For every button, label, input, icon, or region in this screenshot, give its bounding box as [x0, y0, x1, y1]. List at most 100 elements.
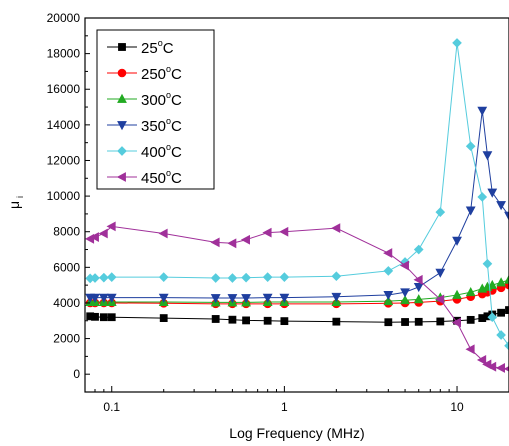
series-0	[86, 306, 509, 327]
y-axis-label-sub: i	[15, 196, 25, 198]
data-point	[413, 244, 424, 255]
data-point	[465, 206, 476, 216]
data-point	[414, 317, 423, 326]
data-point	[465, 141, 476, 152]
data-point	[242, 316, 250, 325]
data-point	[210, 237, 220, 248]
data-point	[487, 279, 498, 290]
data-point	[89, 232, 99, 242]
series-line	[90, 42, 509, 346]
data-point	[452, 38, 462, 48]
data-point	[158, 272, 169, 282]
data-point	[91, 312, 99, 321]
legend-label: 350oC	[141, 116, 182, 135]
data-point	[504, 211, 509, 221]
data-point	[383, 295, 394, 306]
data-point	[331, 271, 342, 282]
data-point	[107, 313, 116, 322]
series-layer	[85, 38, 509, 373]
data-point	[413, 294, 424, 304]
series-5	[85, 221, 509, 373]
plot-frame	[84, 17, 509, 393]
x-tick-label: 0.1	[103, 400, 120, 414]
data-point	[90, 273, 100, 283]
legend-label: 250oC	[141, 64, 182, 83]
legend-label: 450oC	[141, 168, 182, 187]
data-point	[90, 293, 100, 303]
data-point	[487, 361, 497, 372]
y-tick-label: 12000	[47, 153, 81, 167]
y-tick-label: 10000	[47, 189, 81, 203]
data-point	[241, 272, 251, 283]
data-point	[452, 289, 462, 299]
legend-label: 300oC	[141, 90, 182, 109]
data-point	[451, 317, 461, 328]
data-point	[413, 274, 423, 285]
data-point	[465, 344, 475, 355]
data-point	[465, 287, 476, 297]
data-point	[477, 355, 487, 365]
data-point	[332, 317, 341, 326]
data-point	[210, 294, 221, 304]
data-point	[280, 317, 289, 326]
series-line	[90, 279, 509, 303]
y-tick-label: 14000	[47, 118, 81, 132]
legend-label: 25oC	[141, 38, 174, 57]
data-point	[436, 317, 445, 326]
series-line	[90, 284, 509, 305]
data-point	[496, 201, 507, 211]
data-point	[158, 228, 168, 239]
data-point	[227, 238, 237, 249]
y-axis-label: μ i	[6, 196, 25, 209]
legend-marker	[117, 146, 127, 156]
data-point	[331, 223, 341, 234]
data-point	[262, 293, 273, 303]
data-point	[158, 293, 169, 303]
legend-marker	[118, 43, 126, 51]
series-2	[85, 274, 509, 307]
data-point	[262, 272, 273, 282]
data-point	[98, 293, 109, 303]
y-tick-label: 8000	[53, 225, 80, 239]
x-axis-label: Log Frequency (MHz)	[229, 425, 364, 441]
data-point	[106, 293, 117, 303]
data-point	[279, 226, 289, 237]
data-point	[477, 192, 488, 202]
data-point	[400, 295, 410, 305]
data-point	[504, 274, 509, 284]
y-tick-label: 6000	[53, 260, 80, 274]
data-point	[279, 293, 290, 303]
data-point	[487, 188, 498, 198]
data-point	[159, 314, 168, 322]
data-point	[413, 283, 424, 293]
legend-marker	[116, 172, 126, 182]
x-tick-label: 10	[450, 400, 464, 414]
data-point	[384, 318, 393, 327]
data-point	[435, 207, 446, 217]
series-3	[85, 106, 509, 304]
legend-marker	[117, 68, 127, 78]
data-point	[383, 266, 394, 276]
data-point	[263, 316, 272, 325]
data-point	[383, 248, 393, 258]
data-point	[241, 294, 251, 304]
series-4	[85, 38, 509, 351]
data-point	[228, 315, 237, 324]
data-point	[98, 228, 108, 239]
y-axis-label-main: μ	[6, 201, 22, 209]
y-tick-label: 0	[73, 367, 80, 381]
data-point	[466, 315, 475, 324]
y-tick-label: 16000	[47, 82, 81, 96]
data-point	[383, 291, 394, 301]
data-point	[435, 294, 445, 305]
legend-box	[96, 29, 215, 190]
data-point	[400, 288, 410, 298]
series-1	[85, 280, 509, 309]
data-point	[399, 260, 409, 271]
data-point	[279, 272, 290, 282]
legend-marker	[117, 93, 127, 103]
data-point	[435, 268, 446, 278]
data-point	[211, 315, 220, 323]
y-tick-label: 4000	[53, 296, 80, 310]
